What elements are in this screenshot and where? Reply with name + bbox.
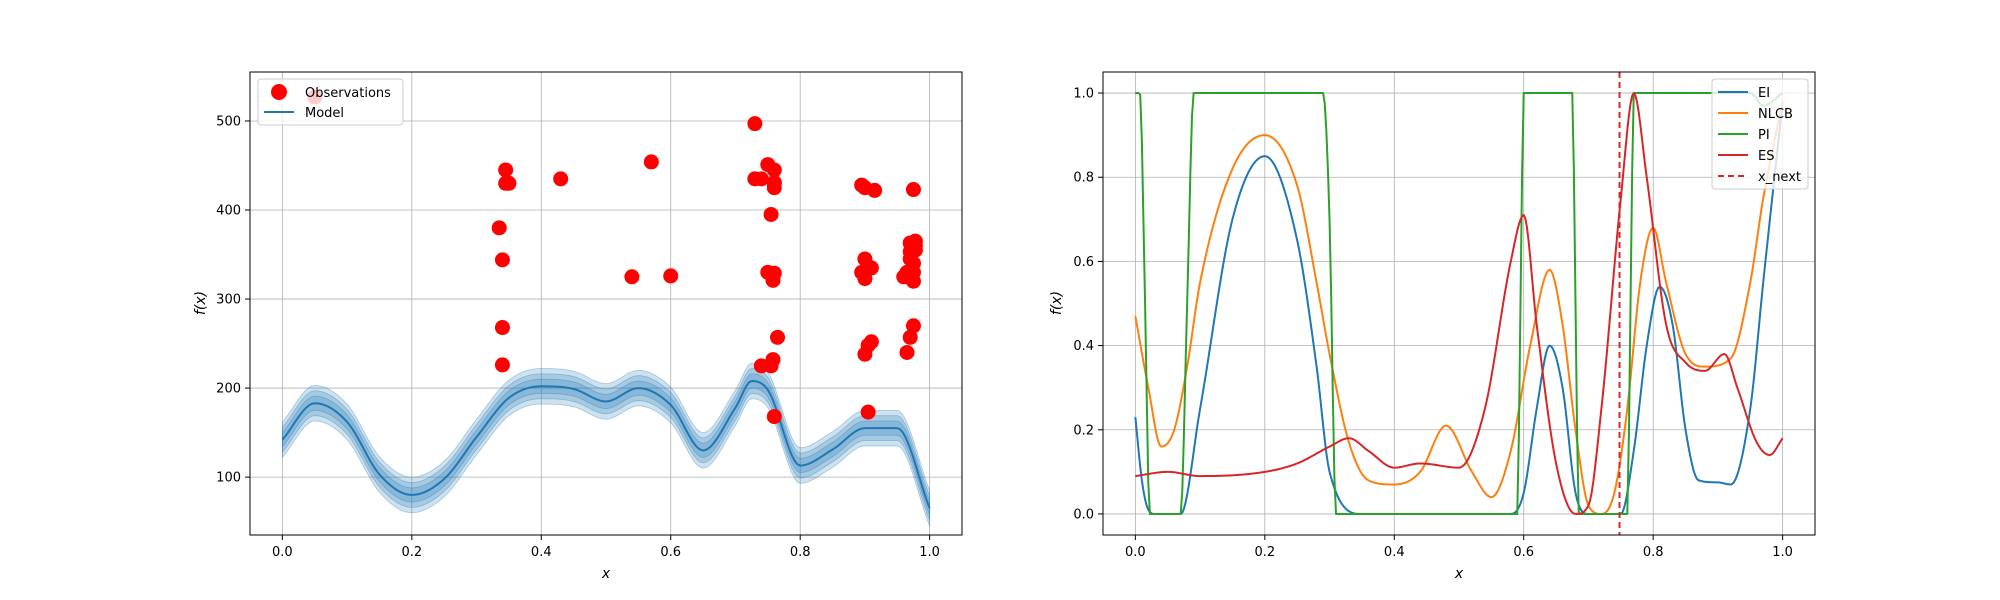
- model-x-tick-label: 0.8: [790, 545, 811, 560]
- observation-point: [899, 344, 915, 360]
- es-legend-label: ES: [1758, 149, 1774, 164]
- acquisition-y-tick-label: 0.2: [1073, 423, 1094, 438]
- model-legend: Observations Model: [257, 78, 404, 126]
- observation-points: [307, 89, 923, 425]
- es-series-line: [1135, 92, 1784, 515]
- observation-point: [770, 329, 786, 345]
- model-x-tick-label: 1.0: [919, 545, 940, 560]
- acquisition-y-tick-label: 0.4: [1073, 339, 1094, 354]
- observation-point: [905, 182, 921, 198]
- observation-point: [494, 320, 510, 336]
- observation-point: [765, 352, 781, 368]
- model-plot-panel: 0.0 0.2 0.4 0.6 0.8 1.0 100 200 300 400 500 x f(x)…: [193, 71, 963, 582]
- observation-point: [905, 255, 921, 271]
- model-x-axis-label: x: [601, 566, 611, 582]
- observation-point: [501, 175, 517, 191]
- acquisition-plot-area: [1103, 72, 1815, 535]
- model-y-tick-label: 500: [216, 114, 241, 129]
- acquisition-legend-box: [1711, 78, 1809, 190]
- nlcb-legend-label: NLCB: [1758, 107, 1793, 122]
- observation-point: [905, 273, 921, 289]
- model-legend-box: [257, 78, 404, 126]
- model-band-1: [281, 362, 931, 527]
- model-lines: [281, 379, 931, 509]
- acquisition-series-lines: [1134, 92, 1784, 515]
- nlcb-series-line: [1134, 101, 1784, 515]
- observation-point: [902, 329, 918, 345]
- observation-point: [860, 404, 876, 420]
- acquisition-plot-ticks: 0.0 0.2 0.4 0.6 0.8 1.0 0.0 0.2 0.4 0.6 0.8 1.0: [1073, 87, 1793, 560]
- acquisition-x-tick-label: 1.0: [1772, 545, 1793, 560]
- observation-point: [766, 265, 782, 281]
- model-y-tick-label: 200: [216, 382, 241, 397]
- model-plot-ticks: 0.0 0.2 0.4 0.6 0.8 1.0 100 200 300 400 500: [216, 114, 940, 560]
- acquisition-y-tick-label: 1.0: [1073, 87, 1094, 102]
- observation-point: [643, 154, 659, 170]
- acquisition-x-tick-label: 0.4: [1384, 545, 1405, 560]
- observation-point: [766, 409, 782, 425]
- observation-point: [663, 268, 679, 284]
- observation-point: [498, 162, 514, 178]
- observation-point: [905, 318, 921, 334]
- model-y-tick-label: 100: [216, 471, 241, 486]
- observations-legend-marker: [271, 84, 287, 100]
- observation-point: [863, 260, 879, 276]
- model-band-2: [281, 368, 931, 521]
- model-x-tick-label: 0.0: [272, 545, 293, 560]
- model-mean-line: [281, 379, 931, 509]
- model-y-tick-label: 400: [216, 204, 241, 219]
- model-y-tick-label: 300: [216, 293, 241, 308]
- observation-point: [907, 233, 923, 249]
- model-x-tick-label: 0.2: [401, 545, 422, 560]
- observation-point: [766, 175, 782, 191]
- acquisition-y-tick-label: 0.8: [1073, 171, 1094, 186]
- acquisition-y-tick-label: 0.6: [1073, 255, 1094, 270]
- model-x-tick-label: 0.4: [531, 545, 552, 560]
- acquisition-x-tick-label: 0.6: [1513, 545, 1534, 560]
- acquisition-x-axis-label: x: [1454, 566, 1464, 582]
- observations-legend-label: Observations: [305, 86, 391, 101]
- observation-point: [494, 357, 510, 373]
- observation-point: [867, 182, 883, 198]
- model-legend-label: Model: [305, 106, 344, 121]
- model-x-tick-label: 0.6: [660, 545, 681, 560]
- observation-point: [494, 252, 510, 268]
- pi-legend-label: PI: [1758, 128, 1770, 143]
- model-plot-area: [250, 72, 962, 535]
- model-plot-frame: [249, 71, 963, 536]
- acquisition-legend: EI NLCB PI ES x_next: [1711, 78, 1809, 190]
- observation-point: [747, 116, 763, 132]
- model-y-axis-label: f(x): [193, 291, 209, 315]
- observation-point: [553, 171, 569, 187]
- observation-point: [624, 269, 640, 285]
- x-next-legend-label: x_next: [1758, 170, 1801, 185]
- ei-legend-label: EI: [1758, 86, 1770, 101]
- acquisition-plot-panel: 0.0 0.2 0.4 0.6 0.8 1.0 0.0 0.2 0.4 0.6 0.8 1.0 x f…: [1049, 71, 1816, 582]
- pi-series-line: [1135, 92, 1784, 515]
- acquisition-plot-frame: [1102, 71, 1816, 536]
- acquisition-y-tick-label: 0.0: [1073, 507, 1094, 522]
- observation-point: [753, 171, 769, 187]
- acquisition-x-tick-label: 0.8: [1643, 545, 1664, 560]
- acquisition-y-axis-label: f(x): [1049, 291, 1065, 315]
- observation-point: [766, 162, 782, 178]
- observation-point: [763, 206, 779, 222]
- acquisition-x-tick-label: 0.0: [1125, 545, 1146, 560]
- observation-point: [863, 334, 879, 350]
- observation-point: [491, 220, 507, 236]
- acquisition-x-tick-label: 0.2: [1254, 545, 1275, 560]
